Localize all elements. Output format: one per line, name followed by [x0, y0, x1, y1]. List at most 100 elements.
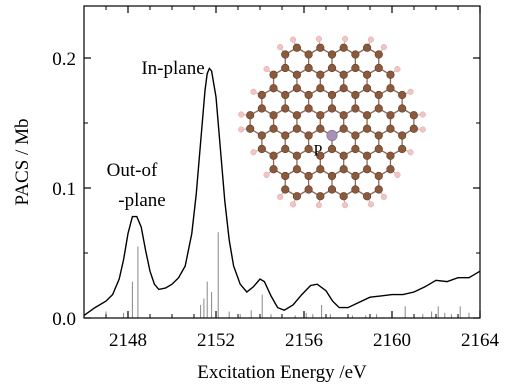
- carbon-atom: [339, 151, 348, 160]
- carbon-atom: [281, 63, 290, 73]
- carbon-atom: [409, 124, 418, 133]
- carbon-atom: [269, 111, 278, 120]
- hydrogen-atom: [290, 201, 297, 208]
- carbon-atom: [269, 70, 278, 79]
- hydrogen-atom: [277, 193, 284, 200]
- carbon-atom: [339, 84, 348, 93]
- stick-spectrum: [105, 232, 470, 318]
- carbon-atom: [351, 185, 360, 194]
- carbon-atom: [281, 90, 290, 100]
- carbon-atom: [257, 90, 266, 100]
- carbon-atom: [339, 192, 348, 201]
- carbon-atom: [351, 90, 360, 100]
- carbon-atom: [374, 90, 383, 100]
- hydrogen-atom: [277, 44, 284, 51]
- hydrogen-atom: [394, 66, 401, 73]
- carbon-atom: [398, 90, 407, 100]
- carbon-atom: [374, 63, 383, 73]
- carbon-atom: [269, 124, 278, 133]
- carbon-atom: [304, 104, 313, 113]
- x-tick-label: 2156: [285, 330, 323, 351]
- carbon-atom: [374, 104, 383, 113]
- carbon-atom: [304, 171, 313, 181]
- phosphorus-atom: [326, 130, 338, 142]
- carbon-atom: [281, 171, 290, 181]
- hydrogen-atom: [367, 36, 374, 43]
- carbon-atom: [351, 144, 360, 154]
- hydrogen-atom: [407, 88, 414, 95]
- carbon-atom: [292, 192, 302, 201]
- carbon-atom: [398, 144, 407, 154]
- axis-ticks: 2148 2152 2156 2160 2164 0.0 0.1 0.2: [52, 6, 500, 351]
- carbon-atom: [362, 43, 372, 52]
- hydrogen-atom: [315, 35, 322, 42]
- carbon-atom: [386, 84, 395, 93]
- carbon-atom: [351, 63, 360, 73]
- carbon-atom: [316, 192, 325, 201]
- carbon-atom: [362, 124, 372, 133]
- carbon-atom: [304, 50, 313, 59]
- carbon-atom: [339, 43, 348, 52]
- carbon-atom: [374, 131, 383, 140]
- carbon-atom: [386, 151, 395, 160]
- hydrogen-atom: [419, 126, 426, 133]
- carbon-atom: [386, 70, 395, 79]
- carbon-atom: [281, 104, 290, 113]
- carbon-atom: [362, 111, 372, 120]
- pacs-curve: [83, 67, 481, 316]
- x-tick-label: 2152: [197, 330, 235, 351]
- y-tick-label: 0.0: [52, 309, 76, 330]
- carbon-atom: [327, 50, 337, 59]
- carbon-atom: [304, 144, 313, 154]
- x-tick-label: 2164: [461, 330, 500, 351]
- carbon-atom: [292, 84, 302, 93]
- carbon-atom: [257, 104, 266, 113]
- carbon-atom: [292, 111, 302, 120]
- carbon-atom: [362, 84, 372, 93]
- carbon-atom: [292, 70, 302, 79]
- carbon-atom: [362, 70, 372, 79]
- carbon-atom: [339, 124, 348, 133]
- hydrogen-atom: [394, 171, 401, 178]
- carbon-atom: [339, 165, 348, 174]
- hydrogen-atom: [380, 44, 387, 51]
- y-tick-label: 0.2: [52, 49, 76, 70]
- carbon-atom: [327, 63, 337, 73]
- carbon-atom: [409, 111, 418, 120]
- carbon-atom: [327, 171, 337, 181]
- hydrogen-atom: [367, 201, 374, 208]
- carbon-atom: [316, 151, 325, 160]
- annotation-out-of: Out-of: [107, 160, 158, 181]
- carbon-atom: [304, 185, 313, 194]
- carbon-atom: [362, 165, 372, 174]
- carbon-atom: [269, 165, 278, 174]
- carbon-atom: [304, 63, 313, 73]
- hydrogen-atom: [250, 88, 257, 95]
- carbon-atom: [246, 111, 255, 120]
- carbon-atom: [374, 171, 383, 181]
- carbon-atom: [281, 144, 290, 154]
- carbon-atom: [292, 43, 302, 52]
- carbon-atom: [292, 165, 302, 174]
- hydrogen-atom: [250, 149, 257, 156]
- carbon-atom: [362, 151, 372, 160]
- carbon-atom: [316, 111, 325, 120]
- carbon-atom: [327, 185, 337, 194]
- hydrogen-atom: [315, 202, 322, 209]
- carbon-atom: [257, 131, 266, 140]
- hydrogen-atom: [290, 36, 297, 43]
- carbon-atom: [269, 84, 278, 93]
- carbon-atom: [351, 104, 360, 113]
- carbon-atom: [281, 131, 290, 140]
- x-axis-title: Excitation Energy /eV: [197, 362, 367, 383]
- carbon-atom: [339, 70, 348, 79]
- carbon-atom: [327, 144, 337, 154]
- carbon-atom: [327, 90, 337, 100]
- carbon-atom: [374, 144, 383, 154]
- x-tick-label: 2148: [109, 330, 147, 351]
- carbon-atom: [316, 165, 325, 174]
- carbon-atom: [316, 43, 325, 52]
- hydrogen-atom: [342, 35, 349, 42]
- hydrogen-atom: [380, 193, 387, 200]
